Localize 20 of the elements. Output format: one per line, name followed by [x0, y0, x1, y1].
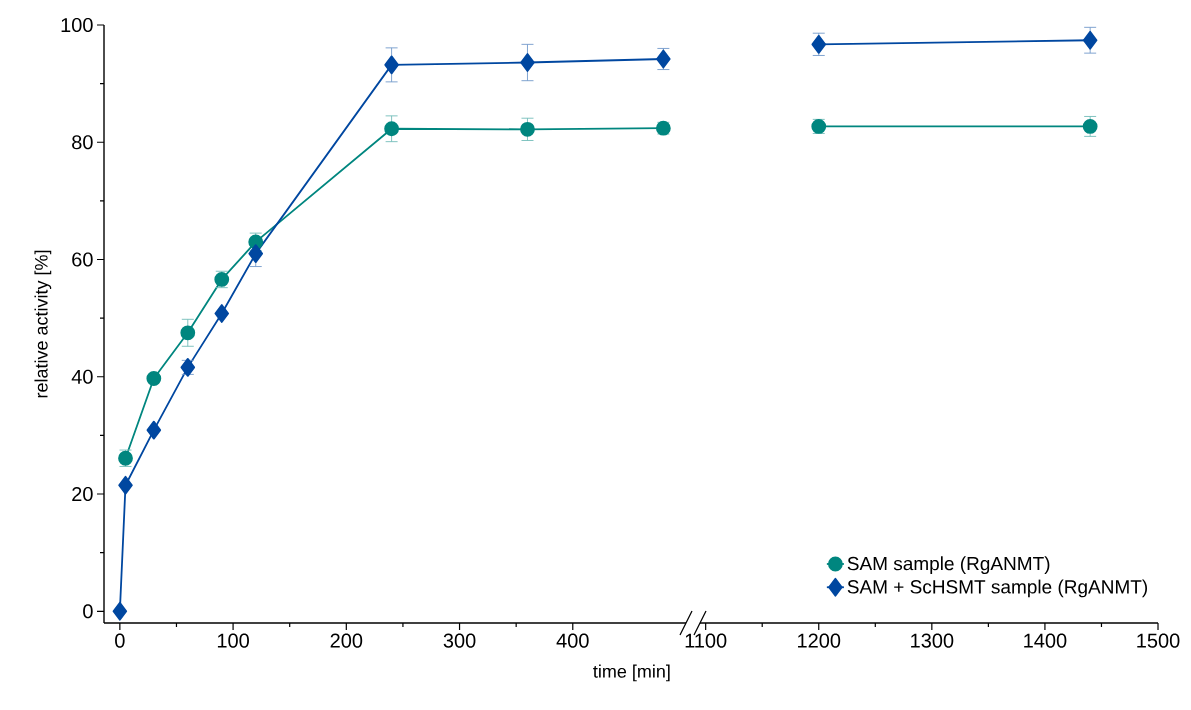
x-tick-label: 1200 — [798, 633, 841, 648]
x-tick-label: 1100 — [685, 633, 727, 648]
legend-label: SAM sample (RgANMT) — [847, 556, 1050, 575]
y-tick-label: 60 — [72, 252, 93, 267]
x-tick-label: 0 — [115, 633, 125, 648]
y-tick-label: 100 — [61, 17, 93, 33]
legend-label: SAM + ScHSMT sample (RgANMT) — [847, 579, 1148, 598]
x-axis-title: time [min] — [593, 664, 670, 682]
x-tick-label: 200 — [330, 633, 363, 648]
x-tick-label: 1300 — [911, 633, 954, 648]
y-tick-label: 80 — [72, 135, 93, 150]
y-axis-title: relative activity [%] — [34, 250, 52, 398]
x-tick-label: 300 — [443, 633, 476, 648]
y-tick-label: 20 — [72, 486, 93, 502]
y-tick-label: 0 — [83, 604, 93, 619]
x-tick-label: 1500 — [1137, 633, 1180, 648]
x-tick-label: 1400 — [1024, 633, 1067, 648]
x-tick-label: 100 — [217, 633, 249, 648]
y-tick-label: 40 — [71, 369, 93, 384]
x-tick-label: 400 — [556, 633, 589, 648]
